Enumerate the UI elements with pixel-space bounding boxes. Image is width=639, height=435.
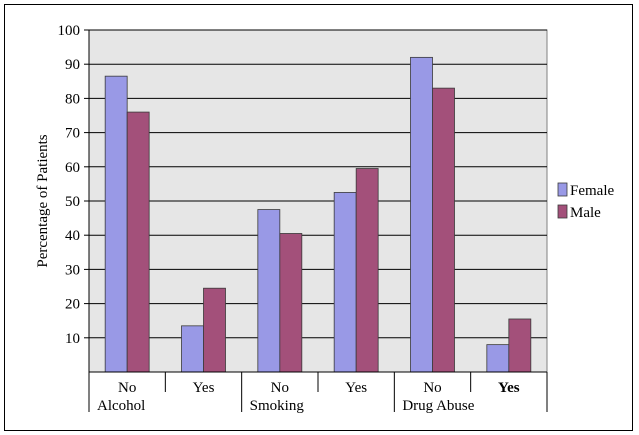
bar-female xyxy=(257,209,281,373)
x-category-label: Yes xyxy=(193,380,215,396)
x-category-label: No xyxy=(271,380,289,396)
bar-male xyxy=(203,287,226,373)
bar-male xyxy=(126,111,150,373)
y-tick-label: 70 xyxy=(65,126,80,142)
x-category-label: No xyxy=(423,380,441,396)
legend-label-male: Male xyxy=(570,205,601,221)
x-category-labels: No Yes No Yes No Yes Alcohol Smoking Drug Abuse xyxy=(97,380,520,414)
x-category-label: No xyxy=(118,380,136,396)
y-tick-label: 50 xyxy=(65,194,80,210)
bar-male xyxy=(432,87,455,373)
bar-female xyxy=(333,192,357,373)
y-tick-label: 40 xyxy=(65,228,80,244)
bars xyxy=(104,56,532,373)
bar-female xyxy=(181,325,204,373)
x-category-label: Yes xyxy=(345,380,367,396)
bar-female xyxy=(410,56,433,373)
y-tick-label: 60 xyxy=(65,160,80,176)
gridlines xyxy=(84,29,547,339)
x-group-label: Smoking xyxy=(250,398,305,414)
bar-female xyxy=(104,75,128,373)
y-tick-label: 20 xyxy=(65,297,80,313)
legend-label-female: Female xyxy=(570,183,614,199)
bar-female xyxy=(486,344,510,373)
y-tick-label: 100 xyxy=(58,23,81,39)
x-group-label: Drug Abuse xyxy=(402,398,474,414)
axes xyxy=(88,30,548,412)
legend-swatch-female xyxy=(557,182,568,197)
y-tick-label: 90 xyxy=(65,57,80,73)
y-tick-label: 30 xyxy=(65,262,80,278)
y-tick-label: 80 xyxy=(65,91,80,107)
legend: Female Male xyxy=(557,182,614,221)
x-group-label: Alcohol xyxy=(97,398,145,414)
y-tick-labels: 10 20 30 40 50 60 70 80 90 100 xyxy=(58,23,81,347)
x-category-label: Yes xyxy=(498,380,520,396)
y-tick-label: 10 xyxy=(65,331,80,347)
bar-male xyxy=(508,318,532,373)
y-axis-title: Percentage of Patients xyxy=(35,134,51,267)
bar-male xyxy=(355,168,379,373)
legend-swatch-male xyxy=(557,204,568,219)
bar-male xyxy=(279,233,303,373)
